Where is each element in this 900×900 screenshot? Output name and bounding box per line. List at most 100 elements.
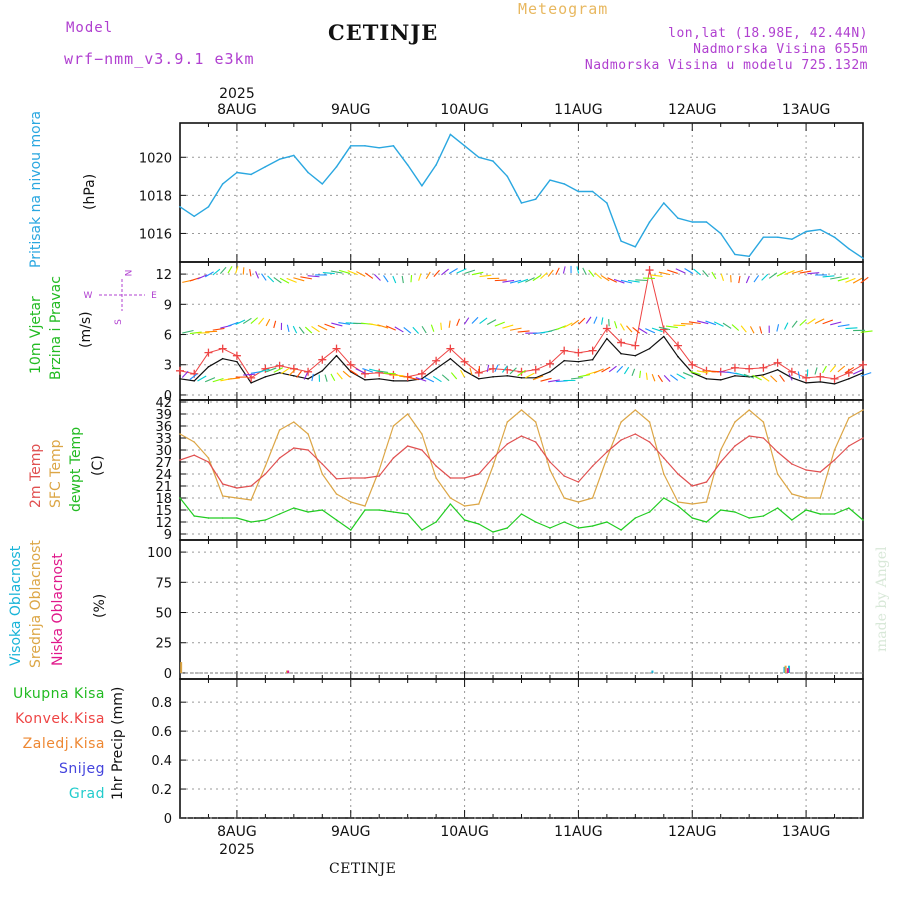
wind-speed-line-point [819, 381, 822, 383]
top-date-label: 10AUG [440, 102, 489, 118]
wind-arrow [450, 372, 458, 380]
wind-speed-line-point [606, 337, 608, 340]
temp-sfc-line-point [293, 421, 295, 423]
temp-sfc-line-point [805, 497, 807, 499]
temp-2m-line-point [734, 445, 736, 447]
temp-2m-line-point [705, 481, 708, 483]
temp-sfc-line-point [606, 457, 608, 459]
wind-arrow [330, 373, 336, 382]
temp-sfc-line-point [748, 409, 750, 411]
wind-arrow [797, 371, 801, 379]
y-tick-label: 6 [164, 329, 172, 344]
bottom-date-label: 9AUG [331, 824, 371, 840]
pressure-line-point [435, 164, 437, 166]
wind-arrow [456, 318, 461, 327]
wind-arrow [394, 326, 404, 333]
wind-arrow [460, 369, 465, 378]
dewpoint-line-point [307, 511, 309, 513]
wind-arrow [702, 270, 709, 278]
wind-arrow [693, 268, 701, 276]
wind-arrow [204, 271, 214, 278]
panel-1: 0 3 6 9 12 [155, 261, 864, 404]
wind-arrow [479, 274, 492, 278]
wind-gust-marker [460, 357, 469, 366]
cloud-bar [180, 662, 183, 673]
wind-speed-line-point [335, 354, 338, 357]
y-tick-label: 0 [164, 812, 172, 827]
wind-arrow [779, 374, 785, 382]
wind-speed-line-point [236, 360, 238, 363]
dewpoint-line-point [634, 517, 637, 519]
wind-arrow [613, 278, 625, 284]
wind-arrow [292, 325, 298, 334]
wind-arrow [433, 269, 440, 278]
wind-arrow [355, 368, 366, 374]
wind-arrow [227, 266, 233, 274]
wind-arrow [807, 318, 816, 325]
wind-arrow [303, 372, 308, 380]
wind-arrow [197, 375, 207, 382]
temp-sfc-line-point [620, 421, 622, 423]
temp-2m-line-point [264, 473, 267, 475]
wind-arrow [440, 322, 443, 330]
wind-gust-marker [474, 368, 483, 377]
wind-arrow [852, 277, 863, 284]
wind-arrow [456, 268, 467, 274]
compass-south: S [114, 319, 124, 325]
wind-arrow [608, 365, 617, 373]
cloud-bar [287, 670, 290, 673]
wind-gust-marker [859, 360, 867, 369]
temp-sfc-line-point [662, 473, 665, 475]
wind-arrow [261, 273, 267, 281]
temp-sfc-line-point [250, 499, 252, 501]
wind-arrow [645, 372, 648, 380]
wind-speed-line-point [207, 365, 210, 368]
pressure-line-point [734, 253, 736, 256]
precip-convective-label: Konvek.Kisa [15, 711, 105, 727]
dewpoint-line-point [549, 527, 551, 529]
temp-2m-line-point [719, 461, 722, 463]
pressure-line-point [221, 183, 224, 185]
wind-arrow [860, 276, 869, 284]
temp-sfc-line-point [591, 497, 594, 499]
y-tick-label: 42 [155, 396, 172, 411]
wind-speed-line-point [179, 378, 181, 380]
wind-arrow [547, 269, 554, 277]
temp-2m-line-point [847, 445, 850, 447]
pressure-line-point [307, 171, 309, 174]
wind-arrow [324, 374, 328, 382]
temp-2m-line-point [421, 449, 423, 451]
cloud-bar [783, 666, 786, 673]
wind-arrow [822, 275, 835, 278]
wind-speed-line-point [221, 357, 224, 360]
temp-2m-line [179, 433, 864, 489]
wind-arrow [645, 328, 656, 334]
wind-arrow [324, 323, 335, 329]
dewpoint-line-point [321, 509, 324, 511]
wind-arrow [243, 373, 256, 376]
temp-2m-line-point [207, 461, 210, 463]
pressure-line-point [591, 190, 594, 193]
wind-speed-line [179, 335, 864, 385]
temp-sfc-line-point [762, 421, 765, 423]
temp-sfc-line-point [307, 433, 309, 435]
pressure-line-point [549, 179, 551, 181]
wind-arrow [626, 325, 633, 333]
temp-2m-line-point [364, 477, 366, 479]
temp-sfc-line-point [193, 441, 196, 443]
wind-arrow [788, 373, 793, 381]
precip-hail-label: Grad [68, 786, 105, 802]
temp-sfc-line-point [364, 505, 366, 507]
compass-north: N [122, 270, 132, 277]
wind-arrow [594, 272, 602, 280]
bottom-date-label: 8AUG [217, 824, 257, 840]
wind-arrow [631, 368, 636, 377]
wind-gust-marker [531, 365, 540, 374]
wind-arrow [273, 320, 277, 329]
dewpoint-line-point [762, 515, 765, 517]
pressure-line [179, 133, 864, 259]
wind-arrow [845, 327, 858, 330]
temp-2m-line-point [193, 454, 196, 457]
pressure-line-point [349, 145, 352, 147]
wind-arrow [189, 331, 202, 335]
